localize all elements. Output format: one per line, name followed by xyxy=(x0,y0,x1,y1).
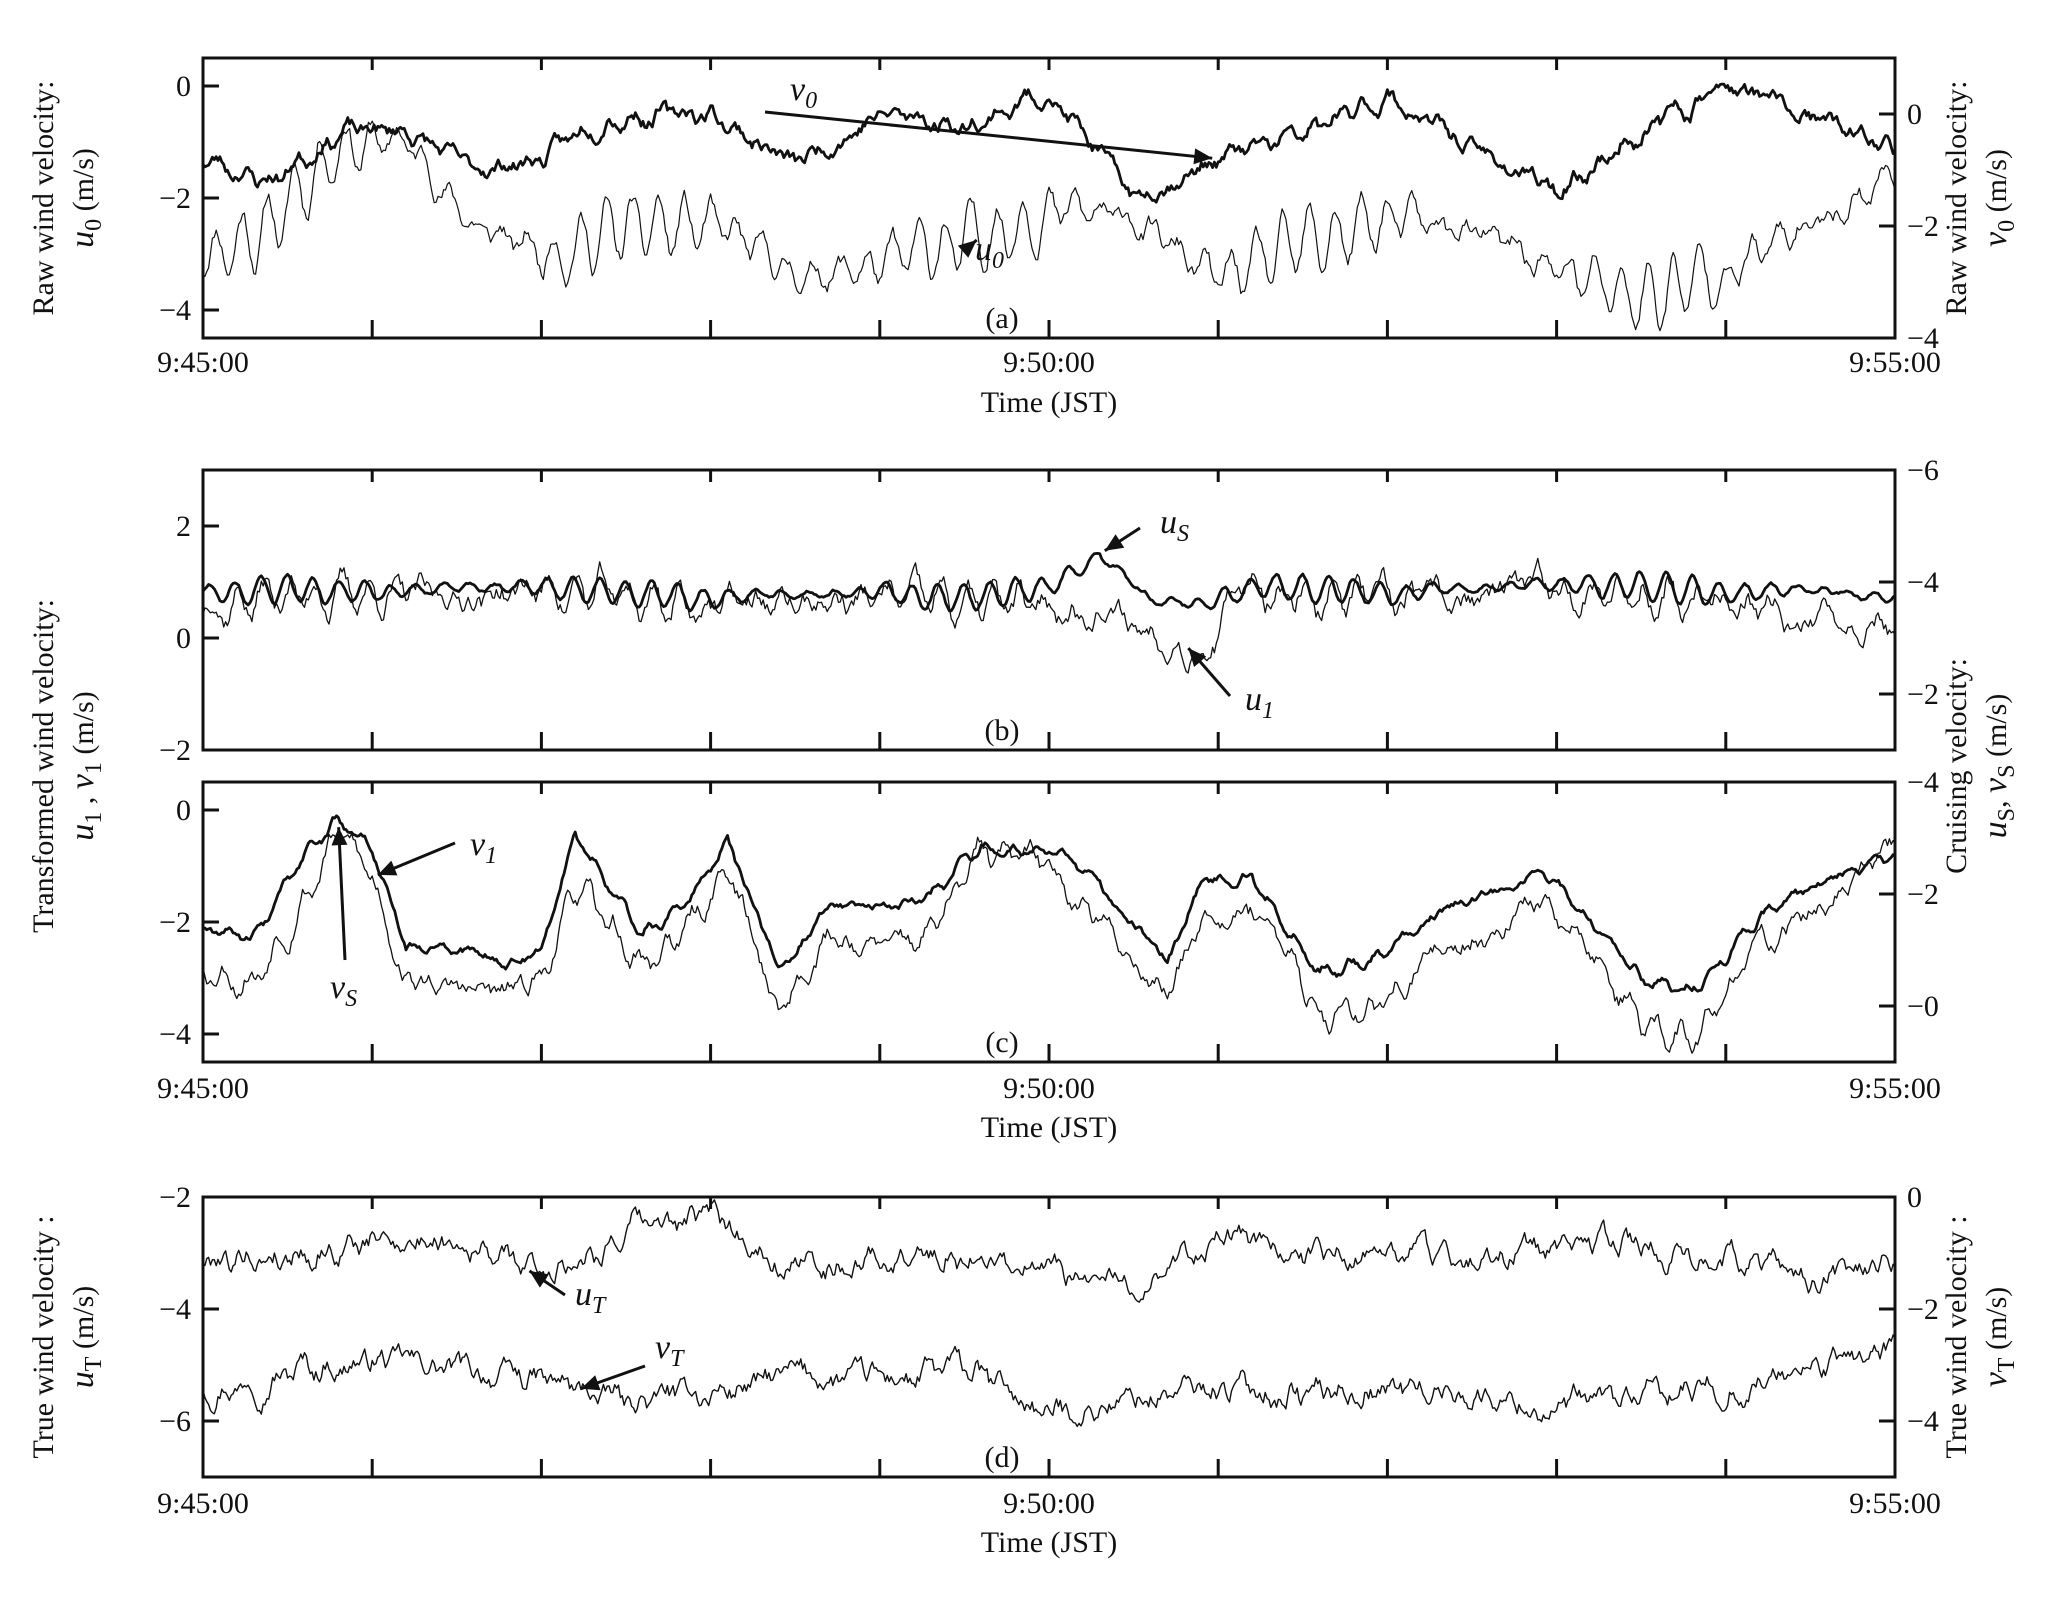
y-right-title-line2: v0 (m/s) xyxy=(1977,149,2020,247)
y-left-title-line1: True wind velocity : xyxy=(27,1215,60,1458)
annotation-arrowhead xyxy=(331,827,348,846)
y-left-tick-label: 0 xyxy=(176,794,191,827)
y-left-tick-label: −2 xyxy=(159,182,191,215)
y-right-tick-label: −4 xyxy=(1907,766,1939,799)
y-left-tick-label: −4 xyxy=(159,294,191,327)
y-left-title-shared-line1: Transformed wind velocity: xyxy=(27,599,60,933)
series-v1 xyxy=(202,833,1896,1054)
series-uT xyxy=(202,1199,1896,1303)
series-uS xyxy=(201,552,1896,613)
y-right-tick-label: −4 xyxy=(1907,322,1939,355)
y-left-tick-label: 2 xyxy=(176,510,191,543)
y-left-title-shared-line2: u1 , v1 (m/s) xyxy=(64,691,107,840)
series-vT xyxy=(202,1334,1896,1428)
plot-frame xyxy=(201,780,1897,1064)
y-right-tick-label: −0 xyxy=(1907,990,1939,1023)
y-left-title-line2: uT (m/s) xyxy=(64,1286,107,1389)
y-right-title-line2: vT (m/s) xyxy=(1977,1287,2020,1388)
y-right-tick-label: 0 xyxy=(1907,1181,1922,1214)
y-right-tick-label: −2 xyxy=(1907,878,1939,911)
y-right-tick-label: −2 xyxy=(1907,1293,1939,1326)
annotation-label-vS: vS xyxy=(330,969,357,1012)
annotation-label-uS: uS xyxy=(1160,504,1189,547)
y-right-tick-label: −2 xyxy=(1907,210,1939,243)
annotation-arrowhead xyxy=(529,1270,549,1288)
annotation-label-v0: v0 xyxy=(790,71,817,114)
y-right-tick-label: −4 xyxy=(1907,1405,1939,1438)
x-tick-label: 9:55:00 xyxy=(1849,1072,1941,1105)
y-left-tick-label: −4 xyxy=(159,1018,191,1051)
x-tick-label: 9:45:00 xyxy=(157,1072,249,1105)
annotation-arrowhead xyxy=(1193,148,1213,165)
x-tick-label: 9:50:00 xyxy=(1003,1072,1095,1105)
annotation-arrowhead xyxy=(580,1375,601,1391)
annotation-label-vT: vT xyxy=(655,1329,685,1372)
annotation-label-uT: uT xyxy=(575,1276,607,1319)
y-left-tick-label: −6 xyxy=(159,1405,191,1438)
annotation-label-u1: u1 xyxy=(1245,681,1274,724)
y-left-tick-label: 0 xyxy=(176,622,191,655)
annotation-label-u0: u0 xyxy=(975,231,1004,274)
annotation-label-v1: v1 xyxy=(470,826,497,869)
y-left-tick-label: 0 xyxy=(176,70,191,103)
x-tick-label: 9:55:00 xyxy=(1849,1487,1941,1520)
series-v0 xyxy=(201,82,1896,204)
plot-frame xyxy=(201,1195,1897,1479)
y-right-title-shared-line2: uS, vS (m/s) xyxy=(1977,694,2020,839)
y-left-tick-label: −2 xyxy=(159,734,191,767)
y-right-title-line1: Raw wind velocity: xyxy=(1940,81,1973,316)
annotation-arrowhead xyxy=(957,239,977,258)
annotation-arrow xyxy=(337,827,347,961)
panel-label: (b) xyxy=(985,714,1020,747)
annotation-arrowhead xyxy=(377,860,398,876)
y-right-tick-label: −2 xyxy=(1907,678,1939,711)
panel-d: −2 −4 −6 0 −2 −4 9:45:00 9:50:00 9:55:00 Time (JS… xyxy=(27,1181,2020,1559)
panel-label: (c) xyxy=(985,1026,1018,1059)
x-axis-title: Time (JST) xyxy=(981,1526,1117,1559)
y-right-title-shared-line1: Cruising velocity: xyxy=(1940,658,1973,874)
y-right-tick-label: 0 xyxy=(1907,98,1922,131)
panel-label: (a) xyxy=(985,302,1018,335)
y-right-title-line1: True wind velocity : xyxy=(1940,1215,1973,1458)
x-axis-title: Time (JST) xyxy=(981,1111,1117,1144)
panel-c: 0 −2 −4 −4 −2 −0 9:45:00 9:50:00 9:55:00 Time (JS… xyxy=(27,599,2020,1144)
annotation-arrowhead xyxy=(1104,534,1125,551)
y-left-title-line1: Raw wind velocity: xyxy=(27,81,60,316)
annotation-arrowhead xyxy=(1188,648,1207,667)
annotation-arrow xyxy=(764,110,1213,160)
plot-frame xyxy=(201,468,1897,752)
y-left-tick-label: −4 xyxy=(159,1293,191,1326)
y-left-title-line2: u0 (m/s) xyxy=(64,148,107,248)
x-tick-label: 9:45:00 xyxy=(157,346,249,379)
x-axis-title: Time (JST) xyxy=(981,386,1117,419)
y-left-tick-label: −2 xyxy=(159,1181,191,1214)
panel-a: 0 −2 −4 0 −2 −4 9:45:00 9:50:00 9:55:00 Time (JST… xyxy=(27,56,2020,419)
y-right-tick-label: −4 xyxy=(1907,566,1939,599)
panel-b: 2 0 −2 −6 −4 −2 (b) uS u1 xyxy=(159,454,1939,767)
x-tick-label: 9:50:00 xyxy=(1003,1487,1095,1520)
y-right-tick-label: −6 xyxy=(1907,454,1939,487)
x-tick-label: 9:50:00 xyxy=(1003,346,1095,379)
y-left-tick-label: −2 xyxy=(159,906,191,939)
series-u0 xyxy=(202,120,1896,332)
panel-label: (d) xyxy=(985,1441,1020,1474)
series-vS xyxy=(202,814,1896,993)
x-tick-label: 9:45:00 xyxy=(157,1487,249,1520)
x-tick-label: 9:55:00 xyxy=(1849,346,1941,379)
